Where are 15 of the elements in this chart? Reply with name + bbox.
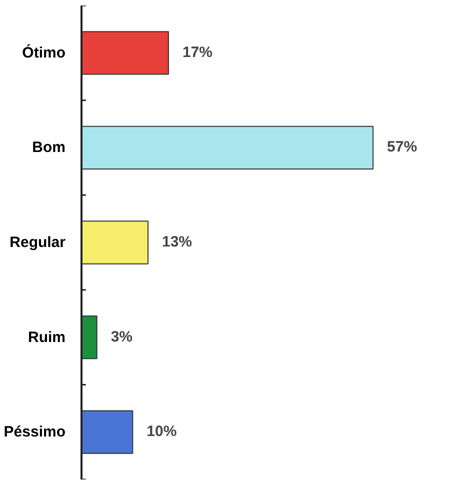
y-tick-label: Ruim [28, 328, 66, 346]
data-label: 13% [162, 234, 192, 250]
data-label: 17% [182, 44, 212, 61]
data-label: 57% [387, 138, 418, 156]
data-label: 3% [110, 328, 133, 346]
bar [82, 126, 374, 170]
bar [82, 315, 98, 360]
y-tick-label: Regular [10, 234, 66, 251]
y-tick-label: Ótimo [22, 43, 66, 62]
bar [82, 31, 169, 75]
bar [82, 410, 134, 454]
data-label: 10% [146, 423, 177, 440]
y-tick-label: Bom [32, 139, 66, 156]
bar [82, 220, 148, 264]
y-tick-label: Péssimo [4, 424, 66, 441]
